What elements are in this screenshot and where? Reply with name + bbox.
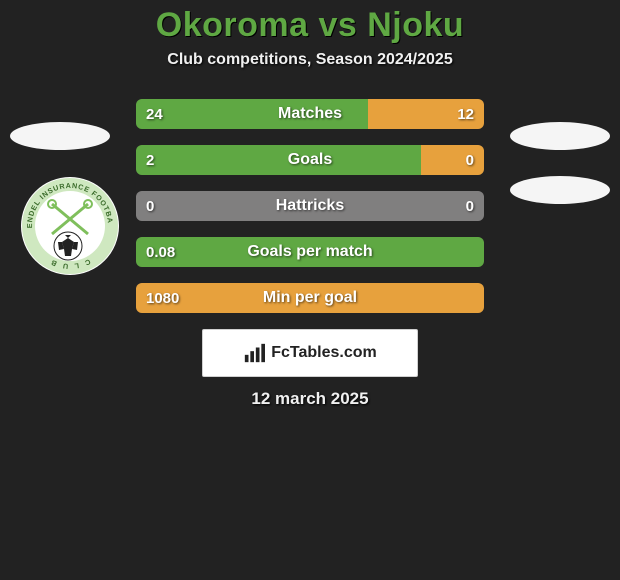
club-logo-left — [10, 122, 110, 152]
stat-row: Goals per match0.08 — [136, 237, 484, 267]
stat-bar-left — [136, 237, 484, 267]
stat-bar-right — [368, 99, 484, 129]
page-subtitle: Club competitions, Season 2024/2025 — [0, 51, 620, 69]
footer-date: 12 march 2025 — [0, 389, 620, 409]
stat-bar-left — [136, 191, 484, 221]
club-badge-left: BENDEL INSURANCE FOOTBALL C L U B — [20, 176, 120, 276]
stat-row: Min per goal1080 — [136, 283, 484, 313]
ellipse-icon — [510, 122, 610, 150]
brand-box[interactable]: FcTables.com — [202, 329, 418, 377]
club-logo-right-2 — [510, 176, 610, 206]
bar-chart-icon — [243, 342, 265, 364]
page-title: Okoroma vs Njoku — [0, 6, 620, 45]
stat-bar-right — [421, 145, 484, 175]
ellipse-icon — [10, 122, 110, 150]
stat-row: Hattricks00 — [136, 191, 484, 221]
stat-row: Goals20 — [136, 145, 484, 175]
badge-icon: BENDEL INSURANCE FOOTBALL C L U B — [20, 176, 120, 276]
ellipse-icon — [510, 176, 610, 204]
root: Okoroma vs Njoku Club competitions, Seas… — [0, 0, 620, 580]
stat-bar-left — [136, 99, 368, 129]
stat-row: Matches2412 — [136, 99, 484, 129]
stat-bar-left — [136, 145, 421, 175]
comparison-bars: Matches2412 Goals20 Hattricks00 Goals per m… — [136, 99, 484, 313]
brand-text: FcTables.com — [271, 344, 377, 362]
club-logo-right-1 — [510, 122, 610, 152]
stat-bar-left — [136, 283, 484, 313]
